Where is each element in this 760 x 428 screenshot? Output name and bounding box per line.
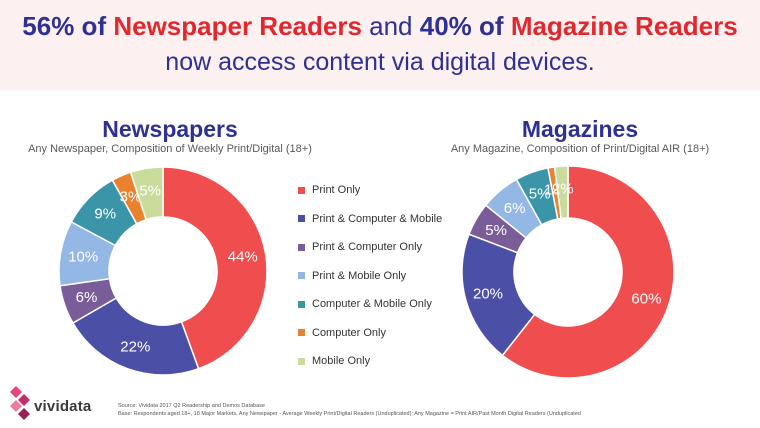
headline-magazine-readers: Magazine Readers <box>510 11 738 41</box>
legend-label: Print & Computer Only <box>312 241 423 254</box>
legend-item-mobile-only: Mobile Only <box>298 347 468 376</box>
legend-item-computer-and-mobile-only: Computer & Mobile Only <box>298 290 468 319</box>
footnote: Source: Vividata 2017 Q2 Readership and … <box>118 402 754 418</box>
slice-label-mobile-only: 5% <box>139 183 161 200</box>
legend-label: Mobile Only <box>312 355 371 368</box>
slice-mobile-only <box>553 165 569 220</box>
slice-label-print-and-mobile-only: 6% <box>504 200 526 217</box>
headline-newspaper-readers: Newspaper Readers <box>113 11 362 41</box>
slice-label-computer-and-mobile-only: 9% <box>94 206 116 223</box>
legend-label: Print Only <box>312 184 361 197</box>
slice-label-print-and-computer-only: 6% <box>76 289 98 306</box>
slice-label-mobile-only: 2% <box>552 181 574 198</box>
legend-swatch <box>298 215 305 223</box>
slice-label-print-and-computer-only: 5% <box>485 222 507 239</box>
slice-print-only <box>501 165 675 379</box>
legend-item-computer-only: Computer Only <box>298 319 468 348</box>
vividata-logo: vividata <box>8 384 118 424</box>
slice-label-print-and-computer-and-mobile: 22% <box>120 339 150 356</box>
magazines-title: Magazines <box>521 116 639 142</box>
headline-subline: now access content via digital devices. <box>165 48 595 76</box>
slice-mobile-only <box>129 166 164 221</box>
magazines-subtitle: Any Magazine, Composition of Print/Digit… <box>450 143 710 155</box>
slice-label-print-and-computer-and-mobile: 20% <box>473 286 503 303</box>
headline-newspaper-pct: 56% of <box>22 11 107 41</box>
headline-and: and <box>369 11 413 41</box>
legend-item-print-and-mobile-only: Print & Mobile Only <box>298 262 468 291</box>
slice-print-and-computer-and-mobile <box>71 296 200 376</box>
legend-item-print-and-computer-and-mobile: Print & Computer & Mobile <box>298 205 468 234</box>
legend-item-print-and-computer-only: Print & Computer Only <box>298 233 468 262</box>
slice-label-print-and-mobile-only: 10% <box>68 248 98 265</box>
slice-label-print-only: 60% <box>631 291 661 308</box>
legend-swatch <box>298 329 305 337</box>
legend-swatch <box>298 272 305 280</box>
legend-swatch <box>298 300 305 308</box>
slice-label-computer-only: 3% <box>120 188 142 205</box>
headline-banner <box>0 0 760 90</box>
headline: 56% of Newspaper Readers and 40% of Maga… <box>0 10 760 42</box>
legend-label: Print & Computer & Mobile <box>312 212 443 225</box>
slice-label-print-only: 44% <box>228 248 258 265</box>
legend-label: Computer Only <box>312 326 386 339</box>
slice-label-computer-and-mobile-only: 5% <box>529 186 551 203</box>
slice-print-only <box>162 166 268 370</box>
newspapers-title: Newspapers <box>102 116 238 142</box>
footnote-source: Source: Vividata 2017 Q2 Readership and … <box>118 403 265 409</box>
legend-label: Computer & Mobile Only <box>312 298 432 311</box>
legend-label: Print & Mobile Only <box>312 269 407 282</box>
legend-swatch <box>298 243 305 251</box>
vividata-logo-text: vividata <box>34 398 92 415</box>
footnote-base: Base: Respondents aged 18+, 18 Major Mar… <box>118 411 581 417</box>
legend-swatch <box>298 357 305 365</box>
legend-item-print-only: Print Only <box>298 176 468 205</box>
newspapers-subtitle: Any Newspaper, Composition of Weekly Pri… <box>28 143 312 155</box>
legend: Print Only Print & Computer & Mobile Print… <box>298 176 468 376</box>
headline-magazine-pct: 40% of <box>419 11 504 41</box>
vividata-diamond-logo-icon <box>10 386 30 420</box>
legend-swatch <box>298 186 305 194</box>
